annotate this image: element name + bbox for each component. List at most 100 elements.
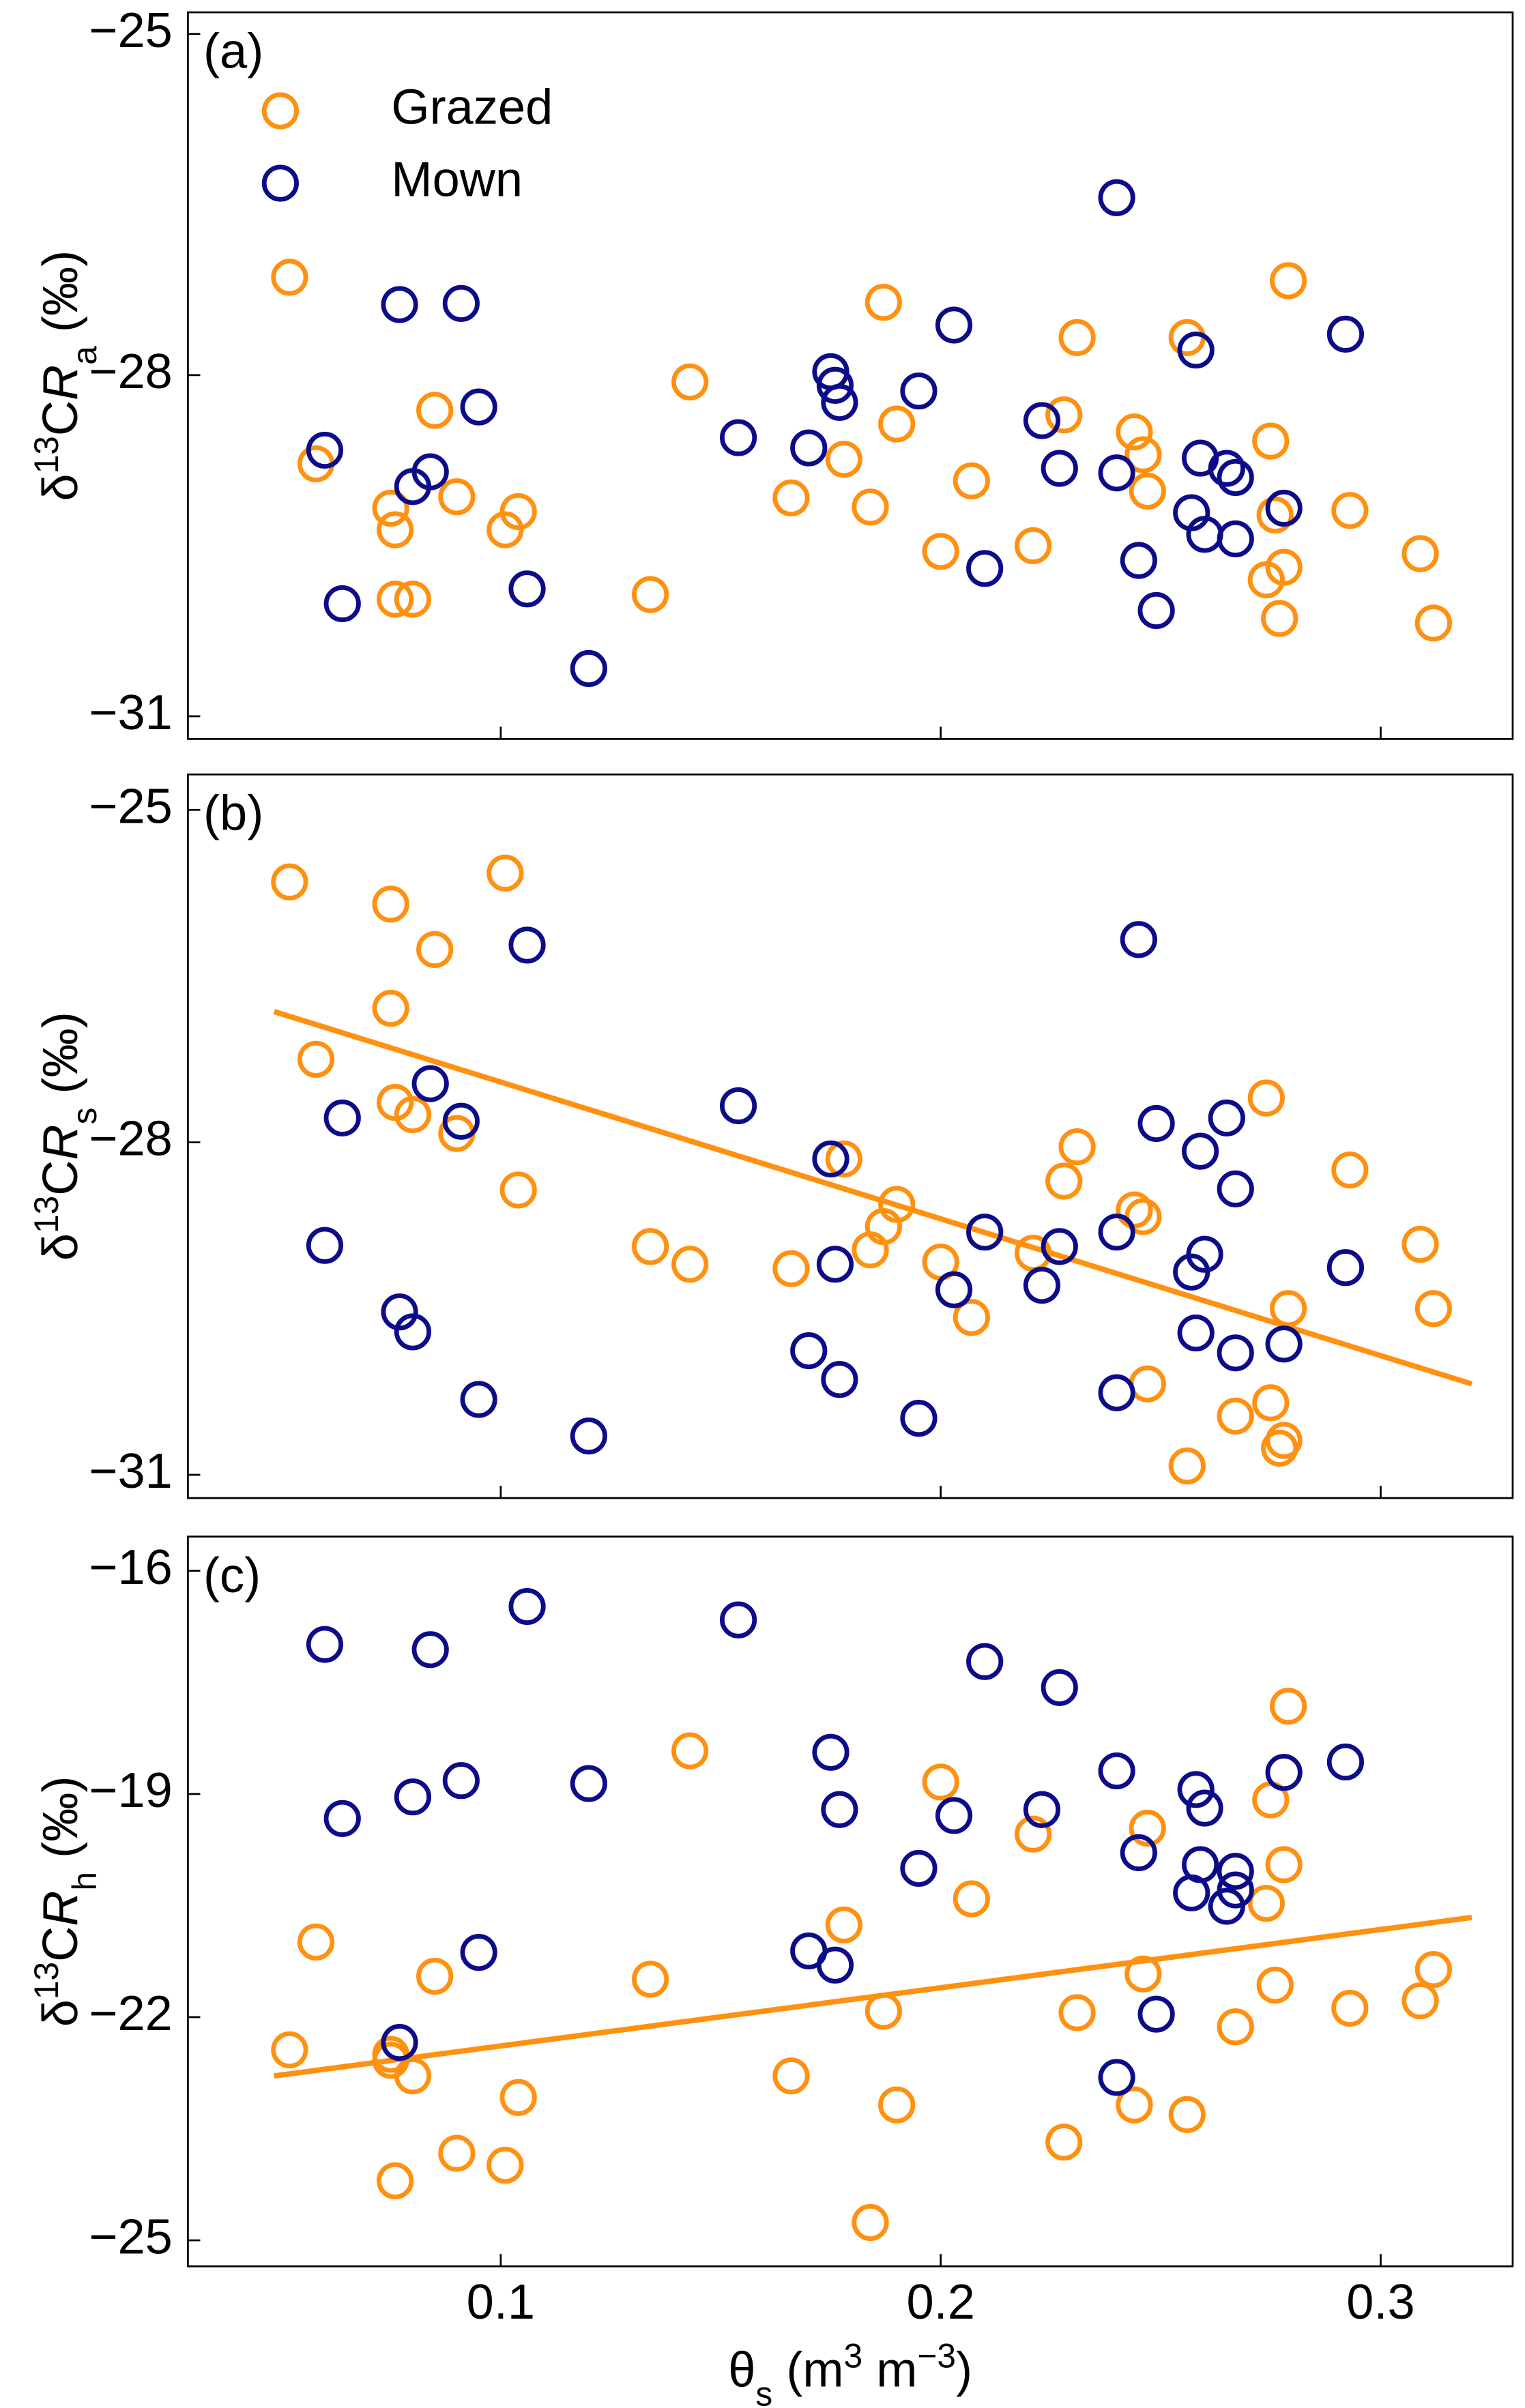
data-point bbox=[271, 863, 308, 900]
data-point bbox=[1414, 1951, 1452, 1988]
data-point bbox=[1265, 1422, 1303, 1459]
data-point bbox=[416, 930, 454, 969]
data-point bbox=[1168, 2096, 1206, 2133]
panel: −25 −28 −31 (a) δ13CRa (‰) Grazed Mown bbox=[27, 3, 1514, 740]
data-point bbox=[1208, 450, 1245, 487]
data-point bbox=[922, 1763, 959, 1801]
data-point bbox=[1401, 1982, 1439, 2020]
y-axis-label: δ13CRs (‰) bbox=[27, 1012, 104, 1261]
panel: −16 −19 −22 −25 0.1 0.2 0.3 (c) δ13CRh (‰) θs (m3… bbox=[27, 1536, 1514, 2408]
data-point bbox=[323, 1800, 361, 1837]
data-point bbox=[1137, 591, 1175, 630]
data-point bbox=[935, 1271, 973, 1308]
data-point bbox=[1045, 2124, 1083, 2161]
x-tick-label: 0.1 bbox=[467, 2275, 535, 2330]
subscript: s bbox=[66, 1108, 104, 1125]
label-part: C bbox=[33, 1160, 88, 1196]
data-point bbox=[821, 1361, 858, 1398]
y-tick-label: −25 bbox=[89, 2209, 173, 2264]
data-point bbox=[442, 1102, 480, 1140]
data-point bbox=[1247, 1885, 1285, 1922]
data-point bbox=[1186, 1789, 1223, 1827]
data-point bbox=[1186, 1235, 1223, 1273]
data-point bbox=[1265, 548, 1303, 586]
trend-line bbox=[273, 1009, 1473, 1387]
data-point bbox=[499, 493, 537, 531]
data-point bbox=[865, 1993, 902, 2030]
data-point bbox=[394, 1313, 432, 1351]
data-point bbox=[1120, 1834, 1157, 1872]
data-point bbox=[1217, 458, 1254, 497]
data-point bbox=[1116, 1191, 1153, 1229]
y-tick-label: −16 bbox=[89, 1540, 173, 1595]
data-point bbox=[865, 284, 902, 321]
label-part: C bbox=[33, 400, 88, 436]
data-point bbox=[900, 372, 938, 410]
data-point bbox=[460, 388, 497, 426]
data-point bbox=[377, 511, 414, 548]
legend-marker bbox=[261, 164, 299, 202]
label-part: R bbox=[33, 1891, 88, 1926]
data-point bbox=[1015, 527, 1052, 565]
data-point bbox=[1326, 1743, 1365, 1781]
data-point bbox=[372, 885, 409, 923]
data-point bbox=[772, 479, 810, 517]
data-point bbox=[1401, 1225, 1439, 1263]
data-point bbox=[816, 1246, 854, 1283]
data-point bbox=[852, 488, 889, 526]
legend-label: Mown bbox=[391, 153, 523, 207]
data-point bbox=[271, 259, 308, 296]
data-point bbox=[953, 1299, 990, 1336]
superscript: 13 bbox=[27, 436, 66, 473]
data-point bbox=[1217, 1334, 1254, 1372]
data-point bbox=[632, 1228, 669, 1265]
data-point bbox=[1120, 542, 1157, 579]
data-point bbox=[1269, 262, 1307, 299]
data-point bbox=[499, 1171, 537, 1209]
data-point bbox=[323, 585, 361, 623]
data-point bbox=[1041, 1228, 1078, 1265]
plot-frame bbox=[187, 773, 1514, 1499]
data-point bbox=[1023, 1267, 1061, 1304]
data-point bbox=[499, 2079, 537, 2116]
data-point bbox=[719, 1601, 757, 1639]
y-tick-label: −22 bbox=[89, 1986, 173, 2041]
data-point bbox=[1129, 472, 1166, 510]
data-point bbox=[1217, 1871, 1254, 1909]
y-axis-label: δ13CRh (‰) bbox=[27, 1776, 104, 2027]
label-part: θ bbox=[728, 2343, 755, 2397]
data-point bbox=[1265, 1325, 1303, 1363]
data-point bbox=[966, 1214, 1004, 1251]
x-tick-label: 0.3 bbox=[1346, 2275, 1414, 2330]
data-point bbox=[935, 306, 973, 344]
data-point bbox=[1326, 1249, 1365, 1287]
data-point bbox=[1098, 1214, 1135, 1251]
data-point bbox=[1269, 1290, 1307, 1327]
superscript: 3 bbox=[844, 2336, 863, 2375]
data-point bbox=[825, 441, 862, 478]
data-point bbox=[570, 649, 607, 688]
data-point bbox=[1217, 1397, 1254, 1435]
label-part: δ bbox=[33, 1233, 88, 1261]
data-point bbox=[1252, 1384, 1290, 1422]
data-point bbox=[372, 989, 409, 1027]
panel-label: (b) bbox=[203, 787, 263, 841]
data-point bbox=[1098, 2059, 1135, 2096]
data-point bbox=[671, 363, 709, 400]
data-point bbox=[1331, 492, 1369, 529]
data-point bbox=[486, 2146, 524, 2184]
data-point bbox=[377, 581, 414, 618]
data-point bbox=[878, 405, 916, 443]
data-point bbox=[1129, 1365, 1166, 1403]
superscript: 13 bbox=[27, 1962, 66, 1999]
data-point bbox=[935, 1797, 973, 1834]
subscript: h bbox=[66, 1872, 104, 1891]
data-point bbox=[1137, 1995, 1175, 2033]
data-point bbox=[394, 2057, 432, 2095]
data-point bbox=[508, 570, 546, 608]
data-point bbox=[377, 2162, 414, 2200]
data-point bbox=[1116, 2086, 1153, 2124]
legend-marker bbox=[261, 92, 299, 130]
data-point bbox=[1265, 1754, 1303, 1791]
